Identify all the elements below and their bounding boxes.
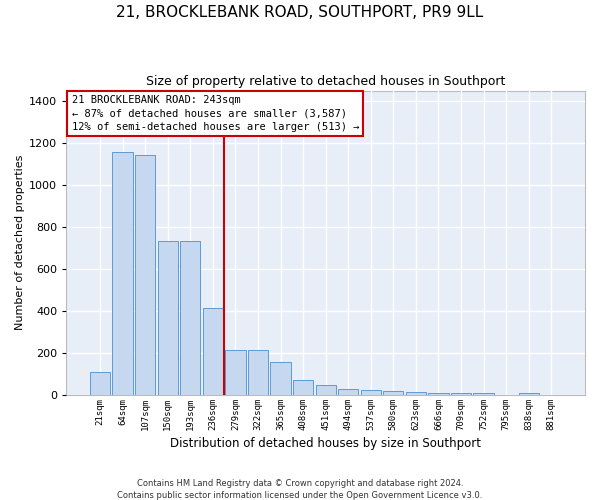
Bar: [316, 385, 336, 395]
X-axis label: Distribution of detached houses by size in Southport: Distribution of detached houses by size …: [170, 437, 481, 450]
Y-axis label: Number of detached properties: Number of detached properties: [15, 155, 25, 330]
Bar: [90, 372, 110, 395]
Bar: [406, 392, 426, 395]
Bar: [518, 394, 539, 395]
Bar: [135, 154, 155, 395]
Text: 21, BROCKLEBANK ROAD, SOUTHPORT, PR9 9LL: 21, BROCKLEBANK ROAD, SOUTHPORT, PR9 9LL: [116, 5, 484, 20]
Bar: [428, 392, 449, 395]
Bar: [203, 308, 223, 395]
Bar: [225, 350, 245, 395]
Text: 21 BROCKLEBANK ROAD: 243sqm
← 87% of detached houses are smaller (3,587)
12% of : 21 BROCKLEBANK ROAD: 243sqm ← 87% of det…: [71, 95, 359, 132]
Bar: [180, 240, 200, 395]
Bar: [112, 152, 133, 395]
Bar: [473, 393, 494, 395]
Text: Contains HM Land Registry data © Crown copyright and database right 2024.
Contai: Contains HM Land Registry data © Crown c…: [118, 478, 482, 500]
Bar: [338, 388, 358, 395]
Bar: [271, 362, 290, 395]
Bar: [293, 380, 313, 395]
Bar: [451, 393, 471, 395]
Bar: [383, 392, 403, 395]
Bar: [158, 240, 178, 395]
Bar: [248, 350, 268, 395]
Title: Size of property relative to detached houses in Southport: Size of property relative to detached ho…: [146, 75, 505, 88]
Bar: [361, 390, 381, 395]
